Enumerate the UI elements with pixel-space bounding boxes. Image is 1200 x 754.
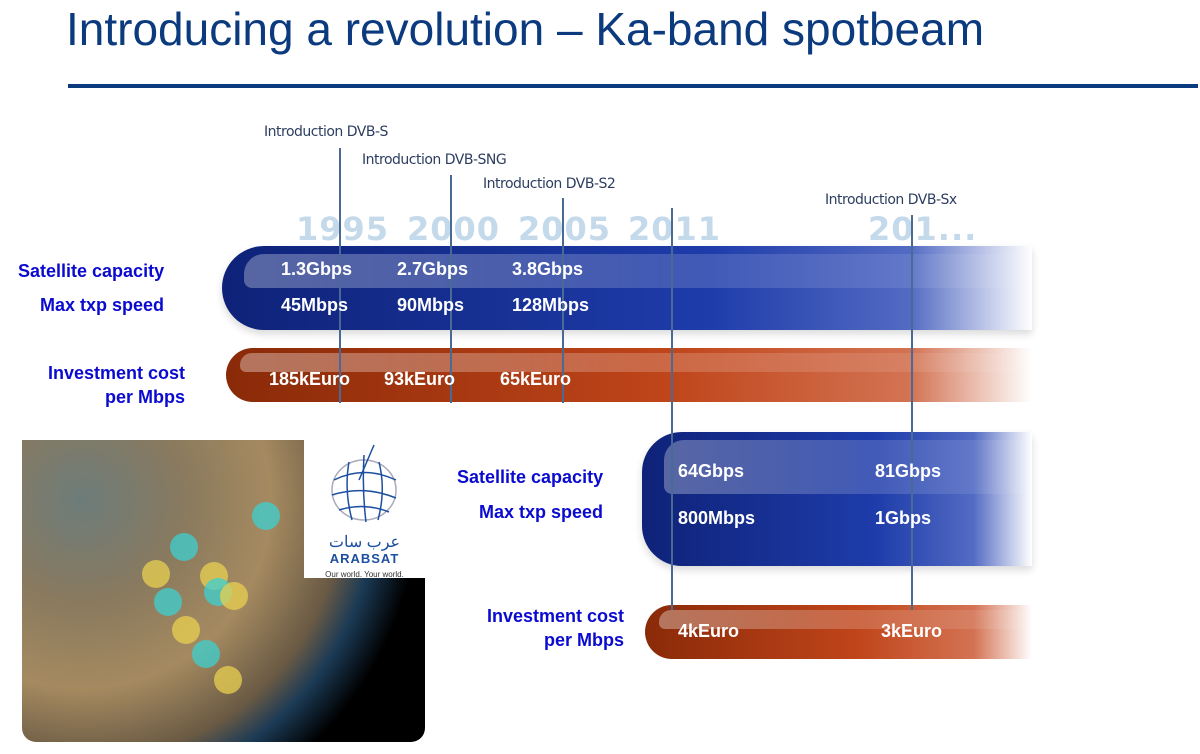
year-2005: 2005 bbox=[518, 210, 612, 248]
speed-1995: 45Mbps bbox=[281, 295, 349, 315]
globe-grid-icon bbox=[331, 444, 397, 523]
timeline-bar-capacity-ka bbox=[642, 432, 1032, 566]
milestone-line bbox=[562, 198, 564, 403]
cost-1995: 185kEuro bbox=[269, 369, 351, 389]
title-divider bbox=[68, 84, 1198, 88]
milestone-line bbox=[450, 175, 452, 403]
label-line: Investment cost bbox=[486, 606, 624, 626]
speed-201x: 1Gbps bbox=[875, 508, 932, 528]
cost-2000: 93kEuro bbox=[384, 369, 456, 389]
spotbeam bbox=[192, 640, 220, 668]
label-satellite-capacity-ka: Satellite capacity bbox=[457, 467, 604, 487]
spotbeam bbox=[220, 582, 248, 610]
milestone-dvb-sx: Introduction DVB-Sx bbox=[825, 192, 957, 208]
label-line: per Mbps bbox=[104, 387, 185, 407]
milestone-line bbox=[339, 148, 341, 403]
spotbeam bbox=[172, 616, 200, 644]
capacity-1995: 1.3Gbps bbox=[281, 259, 353, 279]
label-line: per Mbps bbox=[543, 630, 624, 650]
label-max-txp-speed: Max txp speed bbox=[40, 295, 165, 315]
logo-name: ARABSAT bbox=[329, 551, 400, 566]
logo-arabic: عرب سات bbox=[328, 534, 401, 551]
capacity-201x: 81Gbps bbox=[875, 461, 942, 481]
milestone-dvb-sng: Introduction DVB-SNG bbox=[362, 152, 507, 168]
label-max-txp-speed-ka: Max txp speed bbox=[479, 502, 604, 522]
year-2000: 2000 bbox=[407, 210, 501, 248]
timeline-bar-capacity-early bbox=[222, 246, 1032, 330]
year-1995: 1995 bbox=[296, 210, 390, 248]
capacity-2000: 2.7Gbps bbox=[397, 259, 469, 279]
capacity-2011: 64Gbps bbox=[678, 461, 745, 481]
spotbeam bbox=[142, 560, 170, 588]
slide-title: Introducing a revolution – Ka-band spotb… bbox=[66, 3, 985, 55]
cost-2011: 4kEuro bbox=[678, 621, 740, 641]
timeline-bar-cost-ka bbox=[645, 605, 1032, 659]
timeline-bar-cost-early bbox=[226, 348, 1032, 402]
milestone-dvb-s2: Introduction DVB-S2 bbox=[483, 176, 616, 192]
cost-2005: 65kEuro bbox=[500, 369, 572, 389]
label-investment-cost-ka: Investment cost per Mbps bbox=[440, 604, 624, 652]
spotbeam bbox=[170, 533, 198, 561]
cost-201x: 3kEuro bbox=[881, 621, 943, 641]
year-201x: 201... bbox=[868, 210, 978, 248]
milestone-line bbox=[911, 215, 913, 610]
year-2011: 2011 bbox=[628, 210, 722, 248]
arabsat-logo: عرب سات ARABSAT Our world. Your world. bbox=[304, 440, 425, 579]
milestone-dvb-s: Introduction DVB-S bbox=[264, 124, 388, 140]
label-line: Investment cost bbox=[47, 363, 185, 383]
speed-2005: 128Mbps bbox=[512, 295, 590, 315]
speed-2011: 800Mbps bbox=[678, 508, 756, 528]
spotbeam bbox=[214, 666, 242, 694]
label-satellite-capacity: Satellite capacity bbox=[18, 261, 165, 281]
spotbeam bbox=[154, 588, 182, 616]
capacity-2005: 3.8Gbps bbox=[512, 259, 584, 279]
spotbeam bbox=[252, 502, 280, 530]
milestone-line bbox=[671, 208, 673, 610]
spotbeam-coverage-map bbox=[22, 440, 425, 742]
logo-tagline: Our world. Your world. bbox=[325, 570, 404, 579]
speed-2000: 90Mbps bbox=[397, 295, 465, 315]
label-investment-cost: Investment cost per Mbps bbox=[20, 361, 185, 409]
